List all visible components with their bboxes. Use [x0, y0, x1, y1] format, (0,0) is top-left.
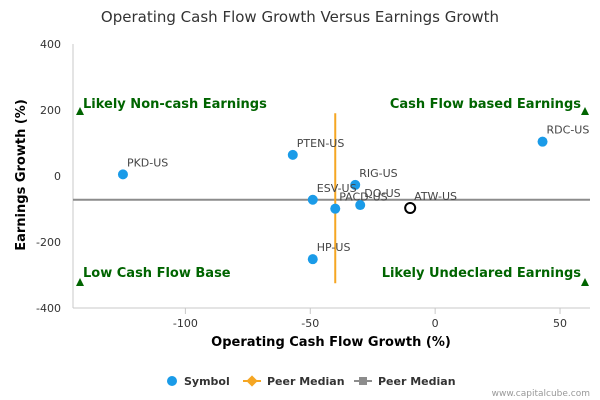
credit-text: www.capitalcube.com: [492, 389, 590, 399]
y-tick-label: 200: [40, 104, 61, 117]
data-point-label: HP-US: [317, 241, 351, 254]
data-point: [307, 194, 318, 205]
y-tick-label: -200: [36, 236, 61, 249]
data-point-label: ESV-US: [317, 182, 357, 195]
quadrant-label-top-left: Likely Non-cash Earnings: [83, 97, 267, 112]
x-tick-label: -50: [301, 317, 319, 330]
y-tick-label: 400: [40, 38, 61, 51]
x-tick-label: 50: [553, 317, 567, 330]
peer-median-lines: [73, 113, 590, 284]
plot-area: [72, 44, 590, 309]
quadrant-marker-bottom-right: [581, 278, 589, 286]
y-tick-label: -400: [36, 302, 61, 315]
quadrant-label-bottom-left: Low Cash Flow Base: [83, 266, 231, 281]
legend-symbol-marker: [167, 376, 177, 386]
x-tick-label: 0: [432, 317, 439, 330]
data-point-label: PKD-US: [127, 156, 168, 169]
data-point-label: RDC-US: [547, 124, 590, 137]
legend: Symbol Peer Median Peer Median: [167, 375, 456, 388]
data-point: [350, 179, 361, 190]
data-point: [307, 254, 318, 265]
y-axis-label: Earnings Growth (%): [14, 99, 29, 251]
highlight-point: [404, 202, 417, 215]
data-point: [537, 136, 548, 147]
quadrant-labels: Likely Non-cash Earnings Cash Flow based…: [76, 97, 589, 286]
legend-median-y-marker: [359, 377, 367, 385]
y-tick-label: 0: [54, 170, 61, 183]
y-axis-ticks: -400 -200 0 200 400: [36, 38, 61, 315]
legend-median-x-label: Peer Median: [267, 375, 345, 388]
data-point-label: PTEN-US: [297, 137, 345, 150]
x-tick-label: -100: [173, 317, 198, 330]
legend-median-x-marker: [246, 375, 258, 387]
quadrant-marker-top-right: [581, 107, 589, 115]
data-point-label: DO-US: [364, 187, 400, 200]
chart-title: Operating Cash Flow Growth Versus Earnin…: [101, 8, 499, 26]
quadrant-marker-top-left: [76, 107, 84, 115]
data-point-label: RIG-US: [359, 167, 397, 180]
data-point: [117, 169, 128, 180]
x-axis-ticks: -100 -50 0 50: [173, 308, 567, 330]
data-point-label: PACD-US: [339, 191, 387, 204]
data-point: [355, 200, 366, 211]
data-point: [330, 203, 341, 214]
legend-median-y-label: Peer Median: [378, 375, 456, 388]
highlight-point-label: ATW-US: [414, 190, 457, 203]
quadrant-marker-bottom-left: [76, 278, 84, 286]
legend-symbol-label: Symbol: [184, 375, 230, 388]
quadrant-label-bottom-right: Likely Undeclared Earnings: [382, 266, 582, 281]
x-axis-label: Operating Cash Flow Growth (%): [211, 335, 451, 350]
quadrant-label-top-right: Cash Flow based Earnings: [390, 97, 581, 112]
data-point: [287, 149, 298, 160]
